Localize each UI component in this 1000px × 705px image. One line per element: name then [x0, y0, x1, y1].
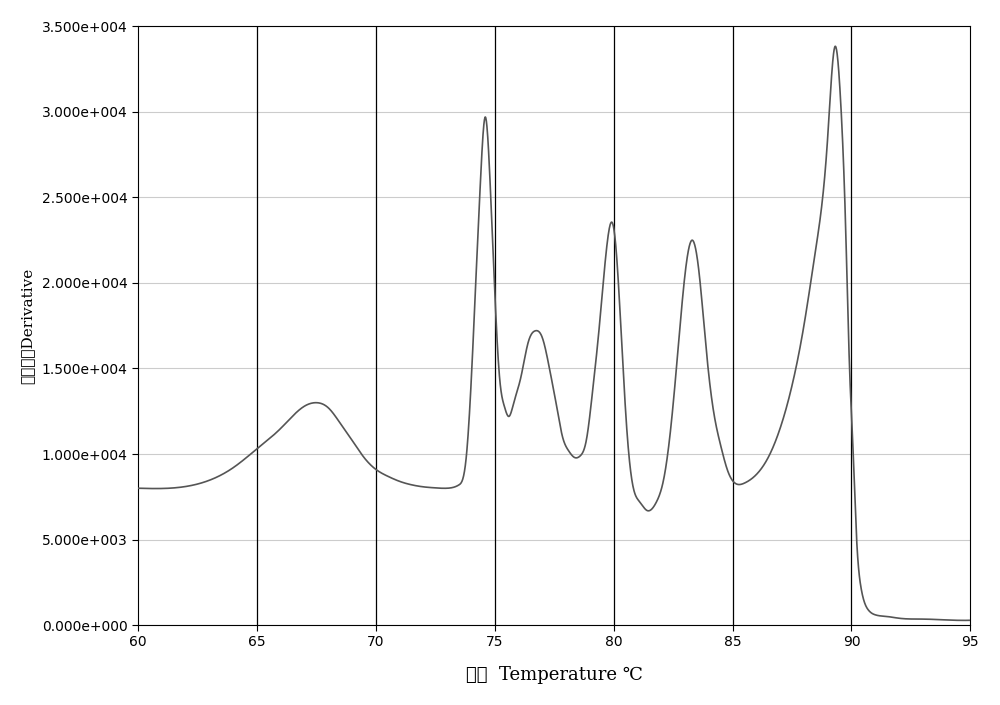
Y-axis label: 信号强度Derivative: 信号强度Derivative — [21, 268, 35, 384]
X-axis label: 温度  Temperature ℃: 温度 Temperature ℃ — [466, 666, 643, 684]
